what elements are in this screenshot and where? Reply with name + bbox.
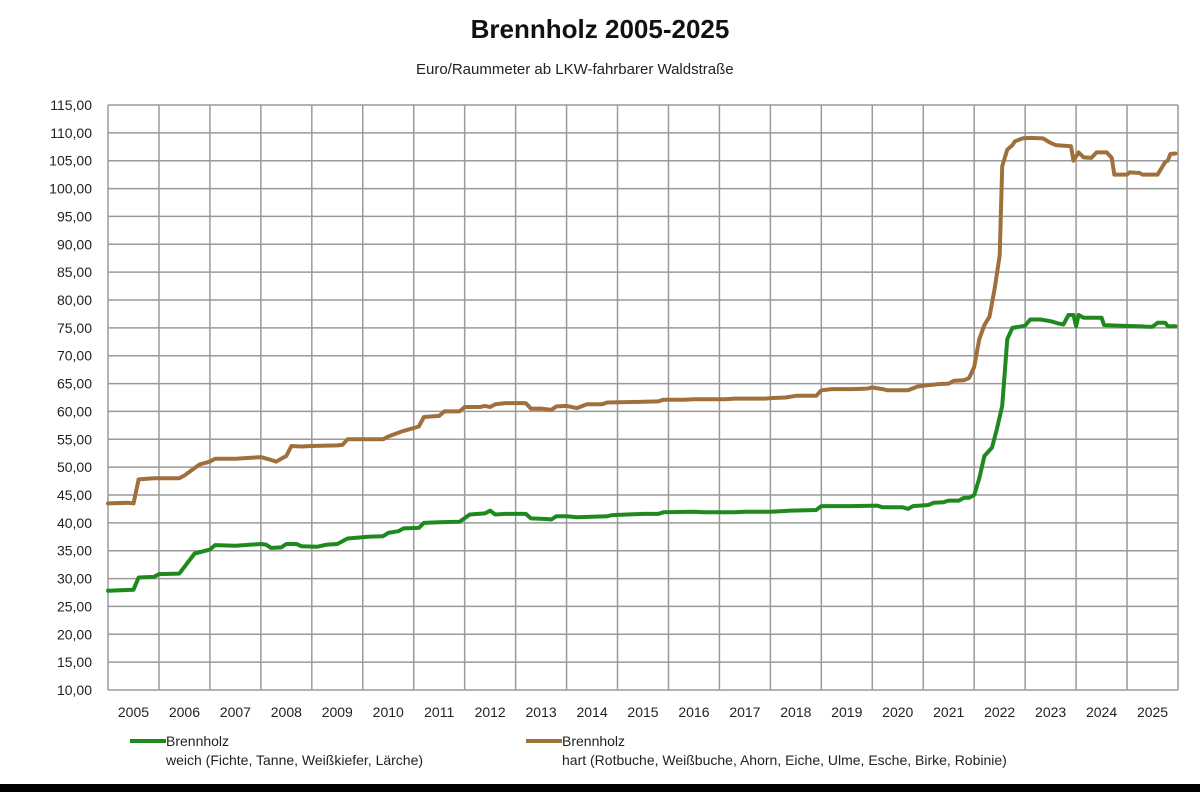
x-tick-label: 2019 [831,704,862,720]
y-tick-label: 110,00 [50,125,92,141]
y-tick-label: 115,00 [50,97,92,113]
x-tick-label: 2017 [729,704,760,720]
y-tick-label: 60,00 [57,403,92,419]
y-tick-label: 55,00 [57,431,92,447]
grid-layer [107,104,1179,691]
y-tick-label: 85,00 [57,264,92,280]
x-tick-label: 2014 [576,704,607,720]
y-tick-label: 80,00 [57,292,92,308]
y-tick-label: 30,00 [57,571,92,587]
x-tick-label: 2007 [220,704,251,720]
x-tick-label: 2012 [475,704,506,720]
x-tick-label: 2024 [1086,704,1117,720]
y-tick-label: 95,00 [57,208,92,224]
x-tick-label: 2016 [678,704,709,720]
x-tick-label: 2008 [271,704,302,720]
series-line-hart [106,135,1178,506]
y-tick-label: 50,00 [57,459,92,475]
x-tick-label: 2025 [1137,704,1168,720]
x-tick-label: 2011 [424,704,454,720]
legend-label-hart-line1: Brennholz [562,733,625,749]
y-tick-label: 90,00 [57,236,92,252]
y-tick-label: 45,00 [57,487,92,503]
legend-label-weich-line1: Brennholz [166,733,229,749]
x-tick-label: 2010 [373,704,404,720]
x-tick-label: 2022 [984,704,1015,720]
y-tick-label: 100,00 [49,181,92,197]
legend-label-hart-line2: hart (Rotbuche, Weißbuche, Ahorn, Eiche,… [562,752,1007,768]
y-tick-label: 105,00 [49,153,92,169]
bottom-bar [0,784,1200,792]
y-tick-label: 75,00 [57,320,92,336]
legend: Brennholz weich (Fichte, Tanne, Weißkief… [130,733,1007,768]
y-tick-label: 65,00 [57,376,92,392]
x-tick-label: 2020 [882,704,913,720]
y-tick-label: 35,00 [57,543,92,559]
series-layer [106,135,1178,593]
y-tick-label: 15,00 [57,654,92,670]
x-tick-label: 2013 [526,704,557,720]
x-tick-label: 2021 [933,704,964,720]
x-tick-label: 2006 [169,704,200,720]
y-tick-label: 20,00 [57,626,92,642]
legend-label-weich-line2: weich (Fichte, Tanne, Weißkiefer, Lärche… [165,752,423,768]
x-tick-label: 2018 [780,704,811,720]
x-tick-label: 2005 [118,704,149,720]
x-tick-label: 2023 [1035,704,1066,720]
y-tick-label: 70,00 [57,348,92,364]
y-tick-label: 40,00 [57,515,92,531]
x-tick-label: 2015 [627,704,658,720]
x-tick-label: 2009 [322,704,353,720]
y-tick-label: 10,00 [57,682,92,698]
series-line-weich [106,313,1178,593]
axis-layer: 115,00 110,00 105,00 100,00 95,00 90,00 85,00 8… [49,97,1168,720]
chart-subtitle: Euro/Raummeter ab LKW-fahrbarer Waldstra… [416,61,734,78]
chart-title: Brennholz 2005-2025 [470,14,730,44]
y-tick-label: 25,00 [57,598,92,614]
